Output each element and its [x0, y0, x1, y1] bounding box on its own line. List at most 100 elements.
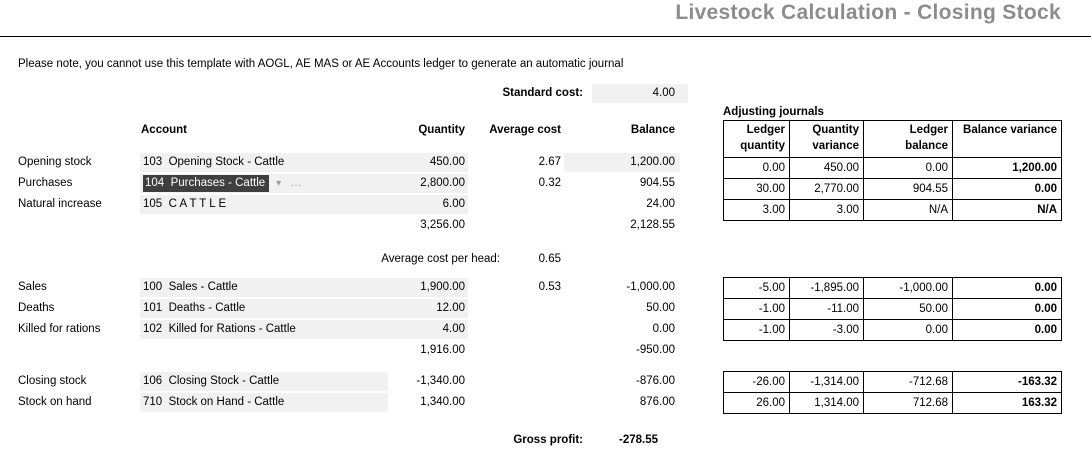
- adjusting-journals-table-opening: Ledger quantity Quantity variance Ledger…: [723, 120, 1062, 221]
- account-cell[interactable]: 101 Deaths - Cattle: [143, 302, 246, 314]
- table-row-purchases: Purchases 104 Purchases - Cattle ▾ … 2,800…: [0, 173, 1091, 194]
- adj-header-balance-variance: Balance variance: [952, 120, 1062, 158]
- balance-cell: 904.55: [639, 177, 675, 189]
- adj-quantity-variance-cell: -1,314.00: [789, 371, 864, 393]
- input-cell-shading[interactable]: [140, 153, 468, 172]
- account-cell[interactable]: 100 Sales - Cattle: [143, 281, 238, 293]
- account-cell[interactable]: 106 Closing Stock - Cattle: [143, 375, 280, 387]
- adjusting-journals-table-closing: -26.00 -1,314.00 -712.68 -163.32 26.00 1…: [723, 371, 1062, 414]
- chevron-down-icon[interactable]: ▾: [276, 178, 282, 189]
- balance-total-cell: 2,128.55: [630, 219, 675, 231]
- adj-ledger-balance-cell: 712.68: [863, 392, 953, 414]
- adj-row-closing-stock: -26.00 -1,314.00 -712.68 -163.32: [723, 371, 1062, 393]
- table-row-sales-total: 1,916.00 -950.00: [0, 340, 1091, 361]
- account-cell[interactable]: 710 Stock on Hand - Cattle: [143, 396, 285, 408]
- input-cell-shading[interactable]: [140, 278, 468, 297]
- quantity-cell: 1,340.00: [420, 396, 465, 408]
- table-row-stock-on-hand: Stock on hand 710 Stock on Hand - Cattle…: [0, 392, 1091, 413]
- table-row-deaths: Deaths 101 Deaths - Cattle 12.00 50.00: [0, 298, 1091, 319]
- input-cell-shading[interactable]: [140, 299, 468, 318]
- adj-quantity-variance-cell: -11.00: [789, 298, 864, 320]
- adj-balance-variance-cell: 0.00: [952, 298, 1062, 320]
- adj-ledger-quantity-cell: -1.00: [723, 298, 790, 320]
- table-row-sales: Sales 100 Sales - Cattle 1,900.00 0.53 -…: [0, 277, 1091, 298]
- row-label: Sales: [18, 281, 47, 293]
- column-header-quantity: Quantity: [418, 124, 465, 136]
- more-options-icon[interactable]: …: [290, 177, 303, 189]
- selected-account-chip[interactable]: 104 Purchases - Cattle: [143, 175, 270, 192]
- average-cost-cell: 2.67: [538, 156, 561, 168]
- adj-ledger-quantity-cell: -26.00: [723, 371, 790, 393]
- adj-ledger-balance-cell: 0.00: [863, 319, 953, 341]
- row-label: Closing stock: [18, 375, 87, 387]
- quantity-cell[interactable]: 12.00: [436, 302, 465, 314]
- adj-ledger-quantity-cell: 3.00: [723, 199, 790, 221]
- average-cost-per-head-row: Average cost per head: 0.65: [0, 249, 1091, 270]
- adj-header-ledger-quantity: Ledger quantity: [723, 120, 790, 158]
- adj-ledger-balance-cell: -1,000.00: [863, 277, 953, 299]
- adj-row-natural-increase: 3.00 3.00 N/A N/A: [723, 199, 1062, 221]
- account-cell-selected[interactable]: 104 Purchases - Cattle ▾ …: [143, 175, 303, 192]
- adj-quantity-variance-cell: -3.00: [789, 319, 864, 341]
- balance-input-shading[interactable]: [564, 153, 680, 172]
- adj-row-deaths: -1.00 -11.00 50.00 0.00: [723, 298, 1062, 320]
- balance-cell[interactable]: 1,200.00: [630, 156, 675, 168]
- adj-quantity-variance-cell: 1,314.00: [789, 392, 864, 414]
- gross-profit-value: -278.55: [618, 434, 658, 446]
- quantity-cell[interactable]: 2,800.00: [420, 177, 465, 189]
- adj-row-sales: -5.00 -1,895.00 -1,000.00 0.00: [723, 277, 1062, 299]
- title-divider: [0, 36, 1091, 37]
- quantity-total-cell: 1,916.00: [420, 344, 465, 356]
- column-header-balance: Balance: [630, 124, 675, 136]
- adj-ledger-quantity-cell: 26.00: [723, 392, 790, 414]
- page-title: Livestock Calculation - Closing Stock: [675, 1, 1061, 24]
- row-label: Natural increase: [18, 198, 102, 210]
- average-cost-cell: 0.53: [538, 281, 561, 293]
- balance-cell: -1,000.00: [626, 281, 675, 293]
- account-cell[interactable]: 102 Killed for Rations - Cattle: [143, 323, 296, 335]
- standard-cost-label: Standard cost:: [502, 87, 583, 99]
- gross-profit-label: Gross profit:: [513, 434, 583, 446]
- adj-balance-variance-cell: -163.32: [952, 371, 1062, 393]
- row-label: Opening stock: [18, 156, 92, 168]
- average-cost-per-head-label: Average cost per head:: [381, 253, 500, 265]
- input-cell-shading[interactable]: [140, 372, 388, 391]
- standard-cost-value: 4.00: [652, 87, 675, 99]
- quantity-cell: -1,340.00: [416, 375, 465, 387]
- quantity-cell[interactable]: 4.00: [442, 323, 465, 335]
- adj-balance-variance-cell: N/A: [952, 199, 1062, 221]
- average-cost-per-head-value: 0.65: [538, 253, 561, 265]
- adj-balance-variance-cell: 0.00: [952, 319, 1062, 341]
- input-cell-shading[interactable]: [140, 393, 388, 412]
- standard-cost-input[interactable]: 4.00: [592, 84, 688, 103]
- adjusting-journals-table-sales: -5.00 -1,895.00 -1,000.00 0.00 -1.00 -11…: [723, 277, 1062, 341]
- adj-balance-variance-cell: 0.00: [952, 277, 1062, 299]
- table-row-natural-increase: Natural increase 105 C A T T L E 6.00 24…: [0, 194, 1091, 215]
- account-cell[interactable]: 103 Opening Stock - Cattle: [143, 156, 285, 168]
- quantity-cell[interactable]: 1,900.00: [420, 281, 465, 293]
- adj-balance-variance-cell: 163.32: [952, 392, 1062, 414]
- balance-cell: -876.00: [635, 375, 675, 387]
- table-row-opening-total: 3,256.00 2,128.55: [0, 215, 1091, 236]
- adj-ledger-quantity-cell: 0.00: [723, 157, 790, 179]
- column-header-account: Account: [141, 124, 187, 136]
- quantity-cell[interactable]: 6.00: [442, 198, 465, 210]
- template-warning-note: Please note, you cannot use this templat…: [18, 58, 624, 70]
- balance-total-cell: -950.00: [635, 344, 675, 356]
- adj-ledger-balance-cell: 904.55: [863, 178, 953, 200]
- quantity-cell[interactable]: 450.00: [429, 156, 465, 168]
- adj-ledger-balance-cell: N/A: [863, 199, 953, 221]
- account-cell[interactable]: 105 C A T T L E: [143, 198, 227, 210]
- adj-header-ledger-balance: Ledger balance: [863, 120, 953, 158]
- quantity-total-cell: 3,256.00: [420, 219, 465, 231]
- table-row-killed-for-rations: Killed for rations 102 Killed for Ration…: [0, 319, 1091, 340]
- balance-cell: 50.00: [646, 302, 675, 314]
- balance-cell: 24.00: [646, 198, 675, 210]
- row-label: Stock on hand: [18, 396, 92, 408]
- adj-balance-variance-cell: 0.00: [952, 178, 1062, 200]
- average-cost-cell: 0.32: [538, 177, 561, 189]
- input-cell-shading[interactable]: [140, 195, 468, 214]
- adj-header-quantity-variance: Quantity variance: [789, 120, 864, 158]
- input-cell-shading[interactable]: [140, 320, 468, 339]
